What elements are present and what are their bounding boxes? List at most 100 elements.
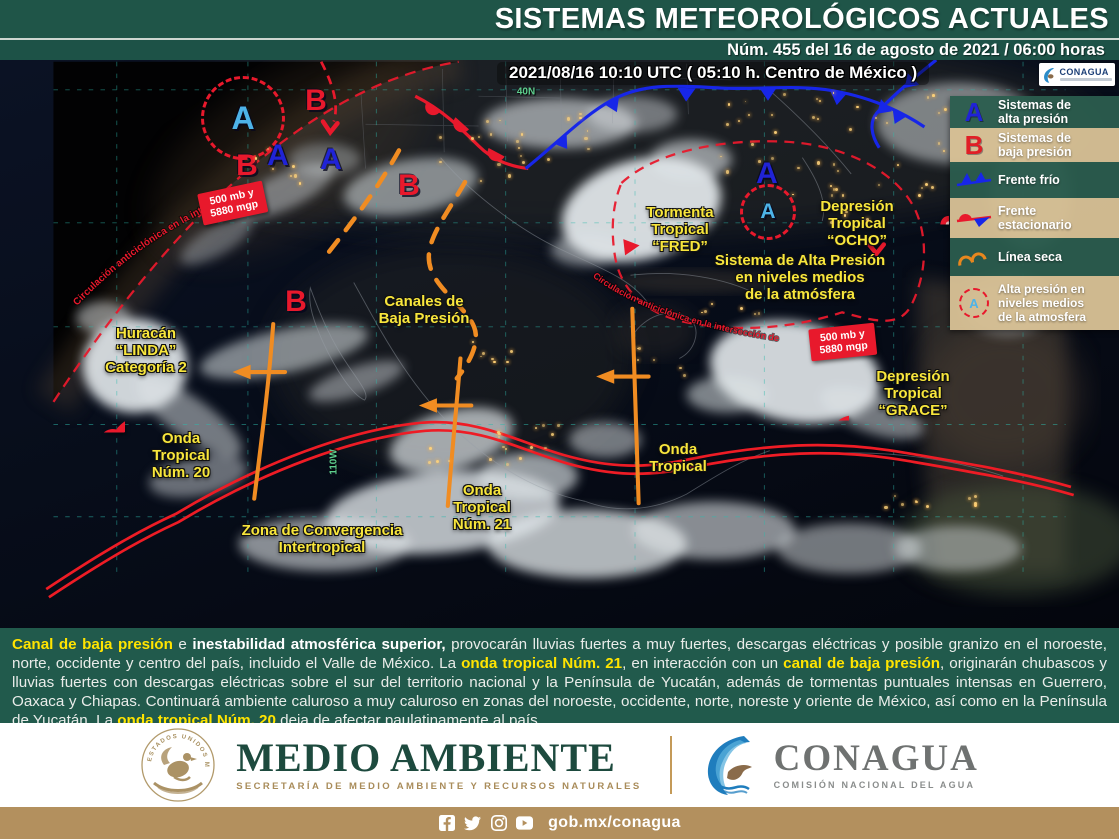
city-light	[818, 99, 822, 103]
utc-timestamp: 2021/08/16 10:10 UTC ( 05:10 h. Centro d…	[497, 62, 930, 85]
city-light	[816, 117, 820, 121]
summary-segment: canal de baja presión	[783, 655, 941, 672]
city-light	[289, 174, 293, 178]
state-borders	[360, 63, 732, 169]
city-light	[841, 194, 844, 197]
mid-level-high-icon: A	[959, 288, 989, 318]
city-light	[499, 119, 501, 122]
high-pressure-icon: A	[964, 96, 984, 127]
city-light	[886, 121, 889, 124]
stationary-front-icon	[956, 213, 992, 227]
conagua-logo-badge: CONAGUA	[1039, 63, 1115, 86]
city-light	[836, 169, 840, 173]
semarnat-subtitle: SECRETARÍA DE MEDIO AMBIENTE Y RECURSOS …	[236, 781, 642, 792]
hurricane-icon-linda	[41, 349, 125, 438]
city-light	[830, 185, 832, 187]
city-light	[748, 113, 751, 117]
legend-item-stationary-front: Frente estacionario	[950, 198, 1119, 238]
city-light	[926, 504, 930, 508]
high-pressure-marker: A	[267, 139, 289, 172]
city-light	[489, 133, 493, 137]
city-light	[547, 157, 551, 161]
city-light	[584, 136, 588, 140]
tropical-wave-arrows	[232, 364, 615, 413]
footer-divider	[669, 736, 672, 794]
city-light	[832, 188, 836, 191]
city-light	[652, 359, 655, 362]
city-light	[579, 112, 583, 116]
conagua-swoosh-icon	[1043, 67, 1054, 83]
sub-header-bar: Núm. 455 del 16 de agosto de 2021 / 06:0…	[0, 38, 1119, 60]
instagram-icon[interactable]	[490, 815, 507, 832]
conagua-badge-tagline	[1059, 78, 1112, 81]
city-light	[974, 502, 977, 505]
city-light	[520, 155, 523, 158]
anticyclone-boundaries	[52, 60, 926, 403]
city-light	[682, 373, 687, 377]
city-light	[482, 351, 486, 356]
page-title: SISTEMAS METEOROLÓGICOS ACTUALES	[494, 2, 1109, 35]
graticule	[53, 61, 1066, 574]
legend-label: Sistemas de alta presión	[998, 98, 1071, 126]
city-light	[848, 128, 852, 132]
map-label-ocho: Depresión Tropical “OCHO”	[820, 198, 894, 249]
city-light	[298, 181, 302, 185]
city-light	[830, 194, 834, 197]
gobmx-url[interactable]: gob.mx/conagua	[548, 814, 681, 831]
city-light	[272, 167, 275, 170]
city-light	[507, 174, 511, 178]
city-light	[774, 130, 778, 134]
high-pressure-marker: A	[320, 143, 342, 176]
city-light	[930, 185, 934, 189]
city-light	[486, 119, 490, 123]
city-light	[567, 117, 571, 121]
hurricane-icon-grace	[783, 355, 849, 426]
city-light	[255, 157, 258, 160]
legend-label: Línea seca	[998, 250, 1062, 264]
facebook-icon[interactable]	[438, 815, 455, 832]
header-bar: SISTEMAS METEOROLÓGICOS ACTUALES	[0, 0, 1119, 38]
city-light	[535, 426, 537, 429]
city-light	[638, 347, 642, 351]
map-label-canales: Canales de Baja Presión	[378, 293, 470, 327]
itcz-line	[45, 420, 1075, 599]
low-pressure-channels	[322, 148, 479, 381]
stationary-front	[414, 94, 529, 171]
youtube-icon[interactable]	[516, 815, 534, 832]
twitter-icon[interactable]	[464, 815, 482, 832]
conagua-title: CONAGUA	[773, 738, 979, 779]
city-light	[447, 459, 451, 463]
cold-front-icon	[956, 172, 992, 187]
city-light	[701, 311, 703, 314]
city-light	[502, 446, 505, 449]
city-light	[471, 136, 475, 140]
city-light	[636, 359, 639, 361]
forecast-summary: Canal de baja presión e inestabilidad at…	[0, 628, 1119, 729]
city-light	[541, 424, 546, 428]
city-light	[472, 340, 475, 344]
city-light	[725, 122, 729, 126]
city-light	[679, 366, 682, 370]
city-light	[586, 130, 589, 132]
city-light	[435, 459, 439, 463]
cold-front	[524, 84, 926, 170]
summary-segment: Canal de baja presión	[12, 636, 173, 653]
city-light	[856, 106, 859, 109]
space-corner	[53, 61, 459, 402]
city-light	[937, 141, 941, 145]
city-light	[815, 98, 818, 101]
city-light	[506, 360, 510, 364]
city-light	[920, 186, 924, 190]
medio-ambiente-title: MEDIO AMBIENTE	[236, 735, 616, 780]
city-light	[878, 183, 880, 186]
coordinate-label: 110W	[328, 449, 340, 475]
map-annotations: Huracán “LINDA” Categoría 2 Onda Tropical…	[0, 60, 1119, 628]
conagua-swoosh-icon	[707, 736, 752, 795]
legend-item-mid-level-high: A Alta presión en niveles medios de la a…	[950, 276, 1119, 330]
conagua-badge-label: CONAGUA	[1059, 67, 1109, 77]
mid-level-high-marker: A	[201, 76, 285, 160]
hurricane-icon-fred	[557, 197, 619, 264]
city-light	[522, 160, 526, 164]
city-light	[497, 162, 501, 166]
low-pressure-marker: B	[305, 84, 327, 117]
